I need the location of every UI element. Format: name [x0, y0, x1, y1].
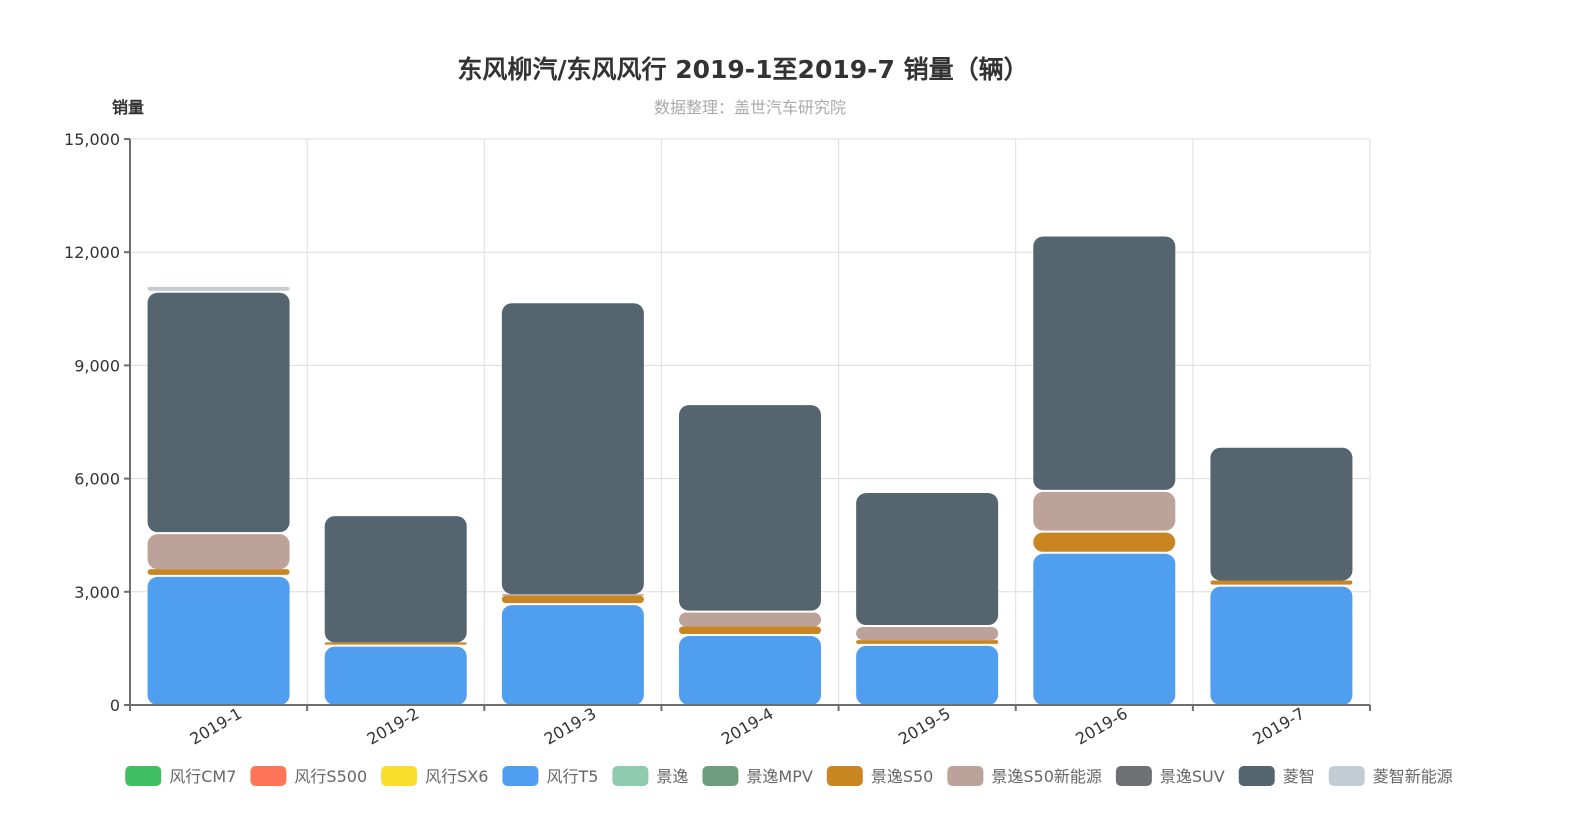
- x-tick-label: 2019-3: [541, 704, 600, 749]
- y-tick-label: 9,000: [74, 356, 120, 375]
- bar-segment: [1210, 580, 1353, 585]
- bar-segment: [324, 516, 467, 643]
- bar-segment: [679, 626, 821, 635]
- legend-label: 菱智: [1283, 767, 1315, 786]
- bar-segment: [856, 640, 999, 644]
- y-tick-label: 15,000: [64, 130, 120, 149]
- legend-swatch: [502, 766, 539, 786]
- y-axis-label: 销量: [112, 98, 144, 117]
- bar-segment: [147, 292, 290, 533]
- bar-segment: [1033, 491, 1176, 531]
- legend-swatch: [381, 766, 418, 786]
- legend-swatch: [612, 766, 649, 786]
- legend-swatch: [1238, 766, 1275, 786]
- bar-segment: [501, 303, 644, 595]
- bar-segment: [324, 642, 467, 645]
- x-tick-label: 2019-7: [1249, 704, 1308, 749]
- bar-segment: [1033, 532, 1176, 552]
- bar-segment: [679, 612, 821, 627]
- legend-label: 景逸MPV: [746, 767, 812, 786]
- bar-segment: [324, 646, 467, 705]
- bar-segment: [856, 493, 999, 626]
- bar-segment: [147, 569, 290, 575]
- bar-segment: [147, 576, 290, 705]
- bar-segment: [856, 645, 999, 705]
- bar-segment: [1033, 553, 1176, 705]
- legend-swatch: [947, 766, 984, 786]
- x-tick-label: 2019-1: [187, 704, 246, 749]
- legend-swatch: [125, 766, 162, 786]
- y-tick-label: 6,000: [74, 470, 120, 489]
- bar-segment: [501, 595, 644, 604]
- x-tick-label: 2019-5: [895, 704, 954, 749]
- bar-segment: [147, 534, 290, 570]
- legend-label: 风行CM7: [169, 767, 236, 786]
- bars: [147, 236, 1353, 705]
- legend-swatch: [250, 766, 287, 786]
- legend-swatch: [826, 766, 863, 786]
- legend-label: 风行T5: [546, 767, 598, 786]
- bar-segment: [1210, 447, 1353, 581]
- y-tick-label: 3,000: [74, 583, 120, 602]
- bar-segment: [501, 605, 644, 705]
- x-tick-label: 2019-2: [364, 704, 423, 749]
- chart-title: 东风柳汽/东风风行 2019-1至2019-7 销量（辆）: [457, 55, 1028, 84]
- bar-segment: [147, 286, 290, 291]
- legend-swatch: [1115, 766, 1152, 786]
- legend: 风行CM7 风行S500 风行SX6 风行T5 景逸 景逸MPV 景逸S50 景逸S50新能源…: [125, 766, 1453, 786]
- bar-segment: [501, 594, 644, 596]
- legend-label: 景逸SUV: [1160, 767, 1225, 786]
- chart-subtitle: 数据整理：盖世汽车研究院: [654, 98, 846, 117]
- legend-swatch: [1328, 766, 1365, 786]
- bar-segment: [679, 405, 821, 611]
- legend-label: 菱智新能源: [1373, 767, 1453, 786]
- y-tick-label: 12,000: [64, 243, 120, 262]
- x-tick-label: 2019-6: [1072, 704, 1131, 749]
- legend-label: 风行SX6: [425, 767, 488, 786]
- legend-label: 景逸S50: [871, 767, 934, 786]
- bar-segment: [1033, 236, 1176, 490]
- legend-swatch: [702, 766, 739, 786]
- bar-segment: [679, 636, 821, 705]
- bar-segment: [856, 627, 999, 641]
- legend-label: 风行S500: [294, 767, 367, 786]
- legend-label: 景逸S50新能源: [991, 767, 1102, 786]
- y-tick-label: 0: [110, 696, 120, 715]
- x-tick-label: 2019-4: [718, 704, 777, 749]
- bar-segment: [1210, 586, 1353, 705]
- legend-label: 景逸: [656, 767, 688, 786]
